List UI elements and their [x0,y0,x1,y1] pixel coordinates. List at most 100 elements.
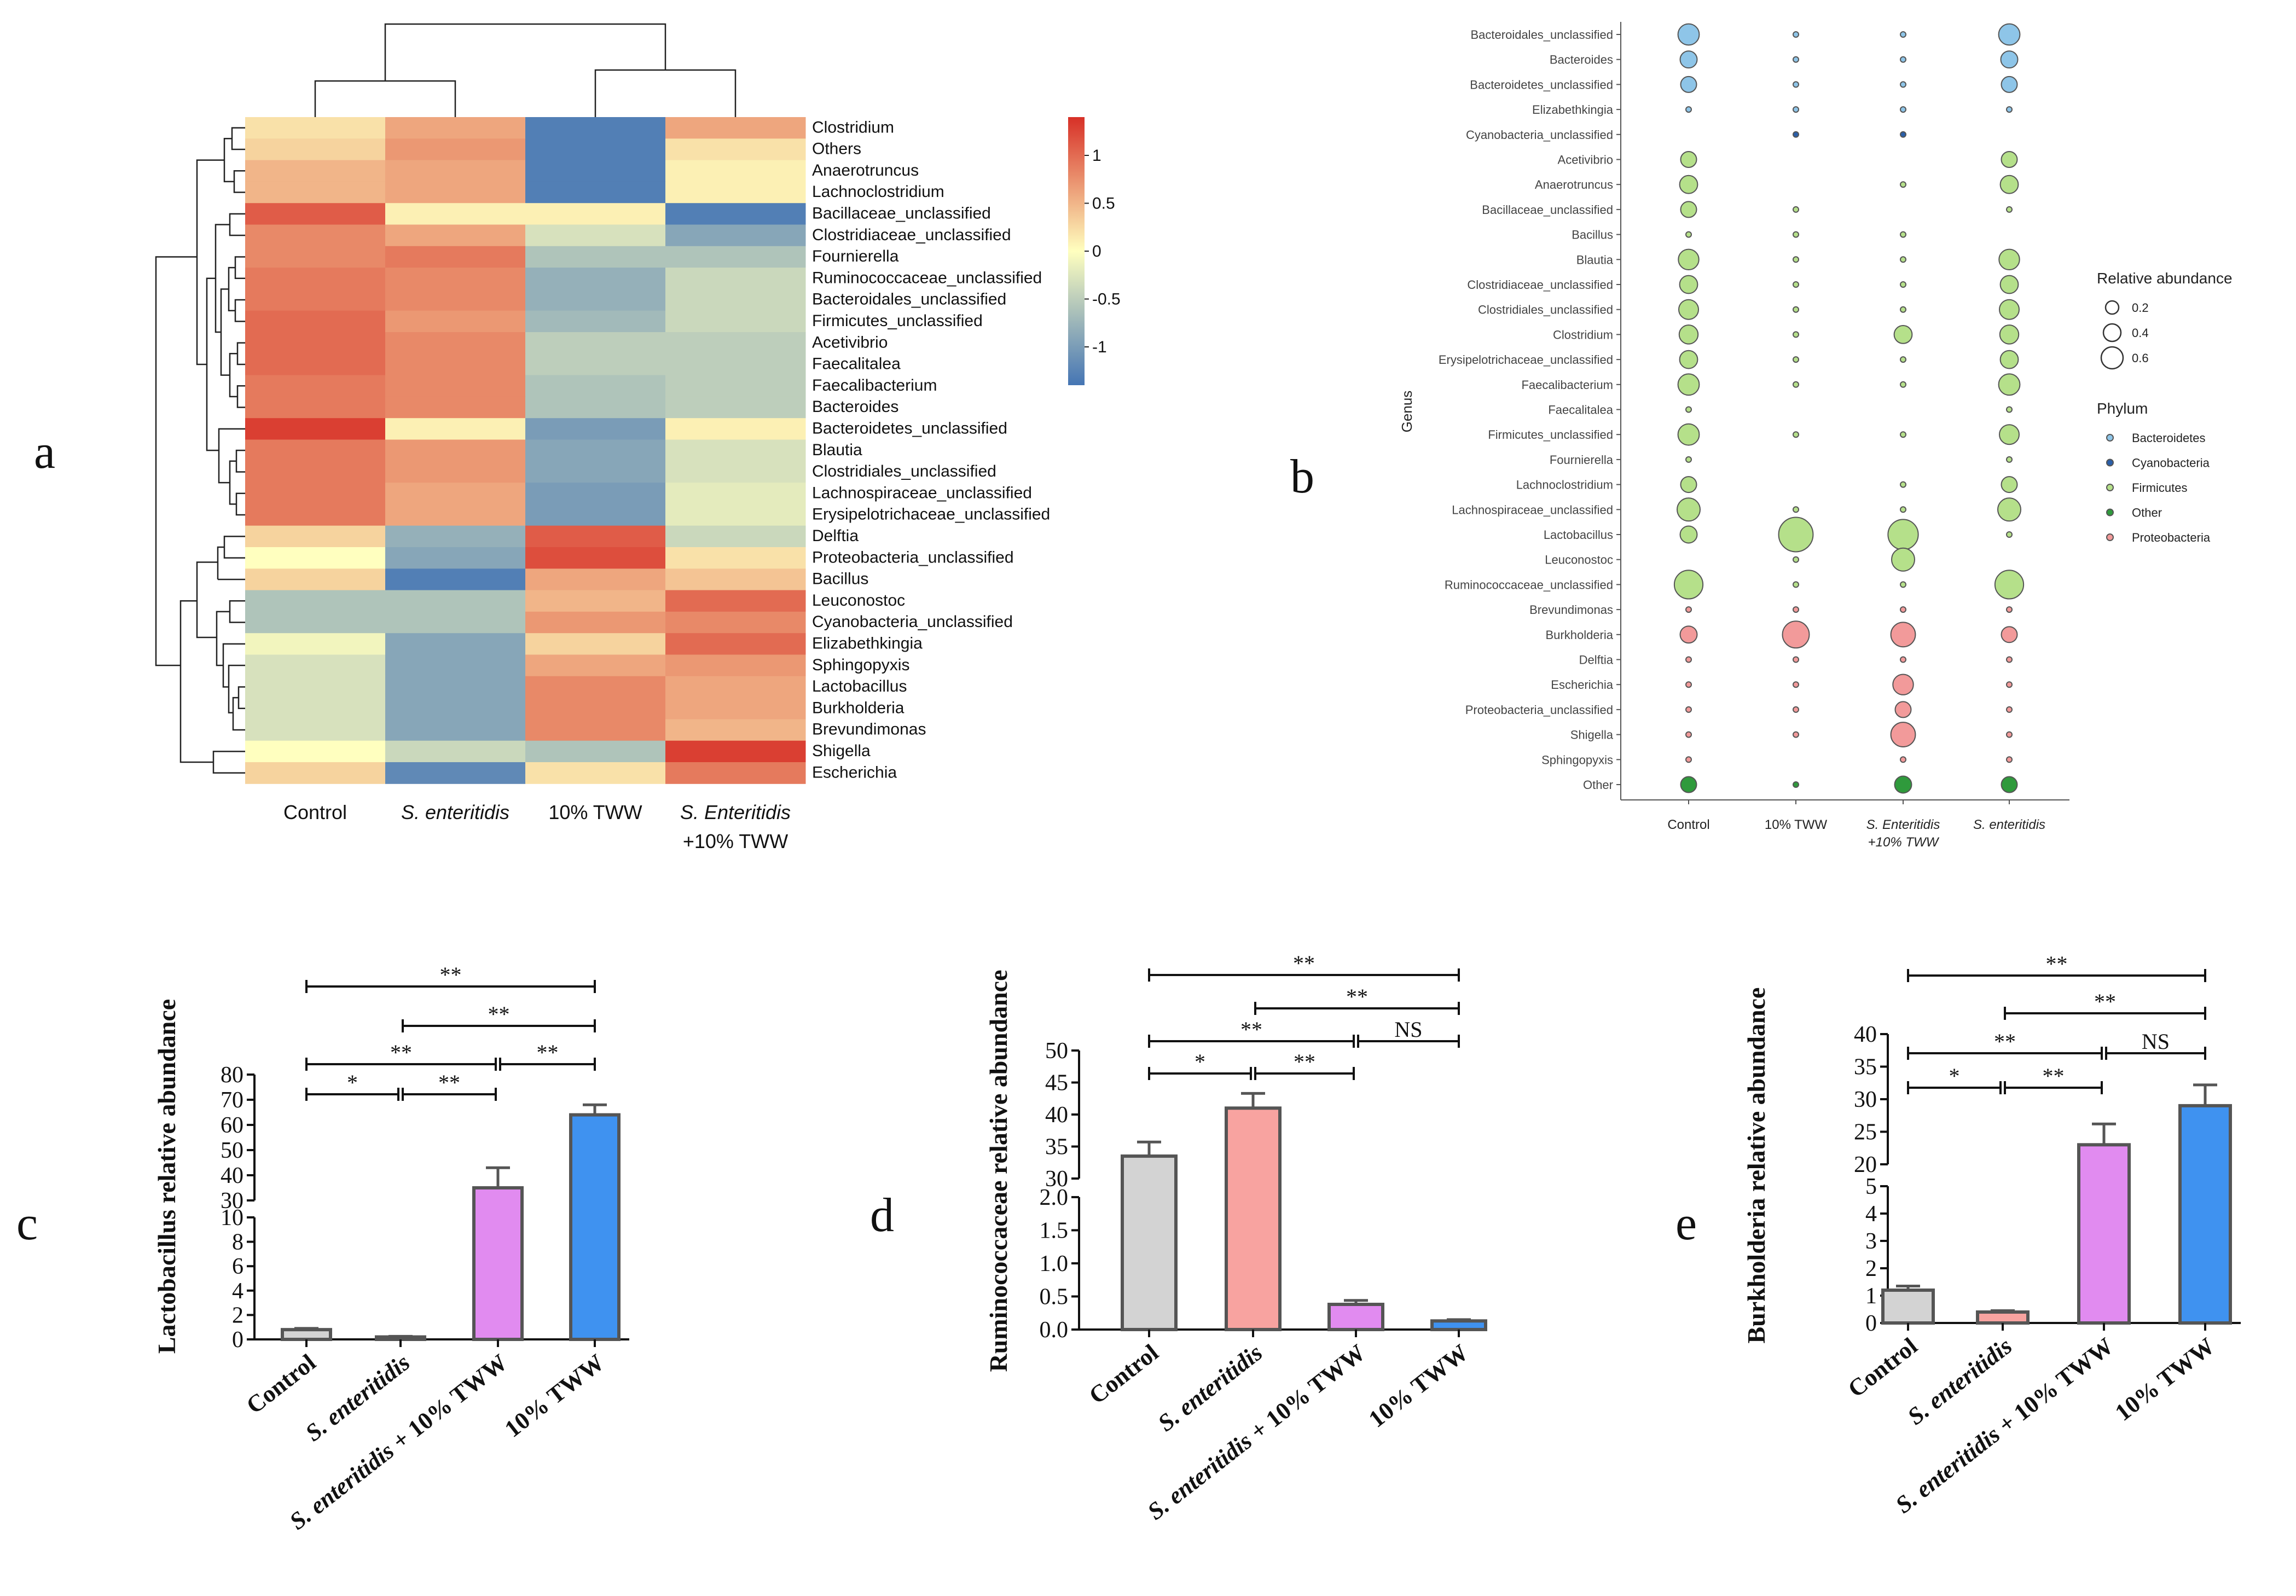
abundance-bubble [1887,519,1919,550]
abundance-bubble [1900,256,1906,263]
y-tick-label-lower: 6 [232,1254,243,1279]
heatmap-cell [665,203,806,225]
heatmap-cell [245,310,386,333]
y-tick-label-lower: 0.0 [1040,1318,1069,1343]
abundance-bubble [1793,781,1799,788]
genus-label: Lactobacillus [1544,528,1613,542]
significance-label: ** [1346,984,1368,1009]
significance-label: * [347,1070,358,1095]
y-tick-label-upper: 20 [1854,1152,1877,1177]
x-category-label: +10% TWW [1868,835,1940,850]
panel-letter-a: a [34,426,55,479]
row-dendrogram-branch [218,428,245,484]
abundance-bubble [1793,281,1799,288]
abundance-bubble [1677,23,1700,46]
abundance-bubble [1999,175,2019,194]
abundance-bubble [1793,706,1799,713]
y-tick-label-lower: 2.0 [1040,1185,1069,1210]
colorbar-tick-label: -0.5 [1092,291,1121,309]
abundance-bubble [1999,299,2020,320]
abundance-bubble [1900,231,1906,238]
y-tick-label-lower: 1.0 [1040,1251,1069,1276]
heatmap-cell [665,590,806,612]
abundance-bubble [1793,681,1799,688]
heatmap-cell [525,353,666,376]
heatmap-cell [385,698,526,719]
abundance-bubble [1900,606,1906,613]
genus-label: Faecalibacterium [1521,378,1613,392]
row-dendrogram-branch [196,561,218,639]
heatmap-cell [245,268,386,289]
heatmap-cell [245,246,386,268]
legend-size-title: Relative abundance [2097,270,2233,287]
abundance-bubble [1793,381,1799,388]
abundance-bubble [1999,350,2019,369]
y-axis-title: Lactobacillus relative abundance [153,999,181,1354]
genus-label: Firmicutes_unclassified [1488,428,1613,442]
genus-label: Escherichia [1551,678,1613,692]
heatmap-col-label: S. Enteritidis [680,801,791,823]
heatmap-cell [245,289,386,311]
abundance-bubble [1678,324,1699,345]
genus-label: Ruminococcaceae_unclassified [1445,578,1613,591]
abundance-bubble [1900,356,1906,363]
abundance-bubble [1677,497,1701,522]
bar [2077,1143,2131,1325]
legend-phylum-swatch [2106,533,2114,541]
heatmap-cell [385,547,526,569]
heatmap-row-label: Bacteroidetes_unclassified [812,419,1007,437]
heatmap-cell [245,375,386,397]
significance-label: NS [2142,1029,2170,1054]
abundance-bubble [1679,350,1698,369]
heatmap-cell [525,568,666,591]
abundance-bubble [2000,50,2019,69]
heatmap-cell [385,740,526,763]
heatmap-row-label: Blautia [812,441,862,459]
heatmap-cell [525,289,666,311]
heatmap-cell [665,719,806,741]
heatmap-row-label: Bacteroides [812,398,898,416]
heatmap-cell [665,504,806,526]
heatmap-cell [385,676,526,698]
y-axis-title: Burkholderia relative abundance [1742,988,1770,1344]
bar [1976,1310,2030,1325]
abundance-bubble [2006,706,2013,713]
abundance-bubble [1673,570,1704,600]
y-tick-label-upper: 50 [221,1138,243,1163]
colorbar-tick-label: 1 [1092,147,1101,165]
genus-label: Delftia [1579,653,1614,667]
abundance-bubble [1778,516,1814,553]
heatmap-row-label: Lachnospiraceae_unclassified [812,484,1032,502]
abundance-bubble [1793,656,1799,663]
heatmap-cell [525,310,666,333]
heatmap-cell [245,654,386,677]
heatmap-cell [525,396,666,419]
column-dendrogram-branch [384,23,666,81]
legend-size-label: 0.6 [2132,351,2149,365]
abundance-bubble [1998,23,2021,46]
abundance-bubble [1680,776,1697,793]
heatmap-cell [525,483,666,504]
heatmap-row-label: Clostridiaceae_unclassified [812,226,1011,244]
legend-phylum-title: Phylum [2097,400,2148,417]
heatmap-row-label: Escherichia [812,763,897,781]
genus-label: Shigella [1570,728,1614,742]
genus-label: Leuconostoc [1545,553,1613,567]
heatmap-cell [525,762,666,784]
significance-label: ** [2094,989,2116,1014]
genus-label: Bacteroidetes_unclassified [1470,78,1613,91]
significance-label: ** [1240,1017,1262,1042]
heatmap-cell [525,246,666,268]
abundance-bubble [1999,424,2020,445]
abundance-bubble [2006,456,2013,463]
heatmap-cell [385,289,526,311]
abundance-bubble [1997,497,2021,522]
y-tick-label-lower: 1 [1865,1284,1877,1309]
heatmap-cell [525,418,666,440]
bar [569,1113,621,1341]
heatmap-row-label: Burkholderia [812,699,905,717]
abundance-bubble [1685,756,1692,763]
significance-label: ** [1994,1029,2016,1054]
abundance-bubble [2006,406,2013,413]
heatmap-cell [525,138,666,161]
